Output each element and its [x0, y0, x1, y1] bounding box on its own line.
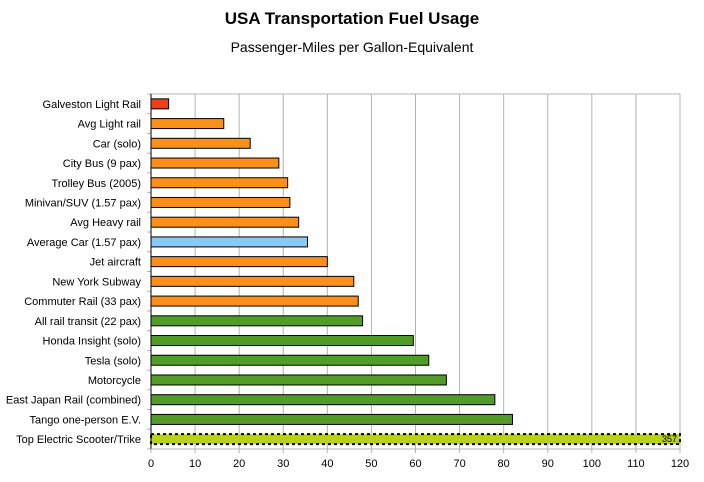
category-label: City Bus (9 pax) [63, 158, 141, 170]
category-label: Avg Light rail [78, 119, 141, 131]
bar [150, 98, 170, 110]
bars [150, 98, 681, 446]
data-label: 357 [662, 434, 677, 444]
category-label: Jet aircraft [90, 257, 141, 269]
bar [150, 374, 447, 386]
x-tick-label: 100 [583, 458, 601, 470]
bar [150, 216, 300, 228]
category-label: New York Subway [52, 276, 141, 288]
bar [150, 394, 496, 406]
bar [150, 354, 430, 366]
bar [150, 433, 681, 446]
x-tick-label: 120 [671, 458, 689, 470]
chart-title: USA Transportation Fuel Usage [224, 9, 480, 28]
category-label: Honda Insight (solo) [43, 336, 141, 348]
x-tick-label: 0 [148, 458, 154, 470]
bar [150, 295, 359, 307]
category-label: Avg Heavy rail [70, 217, 141, 229]
bar [150, 177, 289, 189]
category-label: Average Car (1.57 pax) [27, 237, 141, 249]
category-label: Top Electric Scooter/Trike [16, 434, 141, 446]
bar [150, 118, 225, 130]
x-tick-label: 90 [542, 458, 554, 470]
bar [150, 413, 513, 425]
x-tick-label: 40 [321, 458, 333, 470]
bar [150, 275, 355, 287]
x-tick-label: 60 [409, 458, 421, 470]
category-label: Trolley Bus (2005) [52, 178, 141, 190]
bar [150, 157, 280, 169]
grid-lines [194, 94, 681, 449]
category-label: Car (solo) [93, 138, 141, 150]
x-tick-label: 70 [453, 458, 465, 470]
bar [150, 137, 251, 149]
x-tick-label: 20 [233, 458, 245, 470]
category-label: Minivan/SUV (1.57 pax) [25, 197, 141, 209]
x-tick-label: 50 [365, 458, 377, 470]
bar [150, 335, 414, 347]
category-label: Commuter Rail (33 pax) [24, 296, 141, 308]
bar [150, 196, 291, 208]
category-label: Tango one-person E.V. [29, 414, 141, 426]
bar [150, 236, 308, 248]
x-tick-label: 110 [627, 458, 645, 470]
category-label: Motorcycle [88, 375, 141, 387]
chart-subtitle: Passenger-Miles per Gallon-Equivalent [230, 39, 474, 55]
axes [147, 93, 681, 453]
bar [150, 315, 364, 327]
x-tick-label: 80 [498, 458, 510, 470]
category-label: East Japan Rail (combined) [6, 395, 141, 407]
category-label: All rail transit (22 pax) [35, 316, 141, 328]
labels: 0 10 20 30 40 50 60 70 80 90 100 110 120 Galveston Li… [6, 99, 689, 470]
x-tick-label: 30 [277, 458, 289, 470]
category-label: Galveston Light Rail [43, 99, 141, 111]
x-tick-label: 10 [189, 458, 201, 470]
bar [150, 256, 328, 268]
category-label: Tesla (solo) [85, 355, 141, 367]
